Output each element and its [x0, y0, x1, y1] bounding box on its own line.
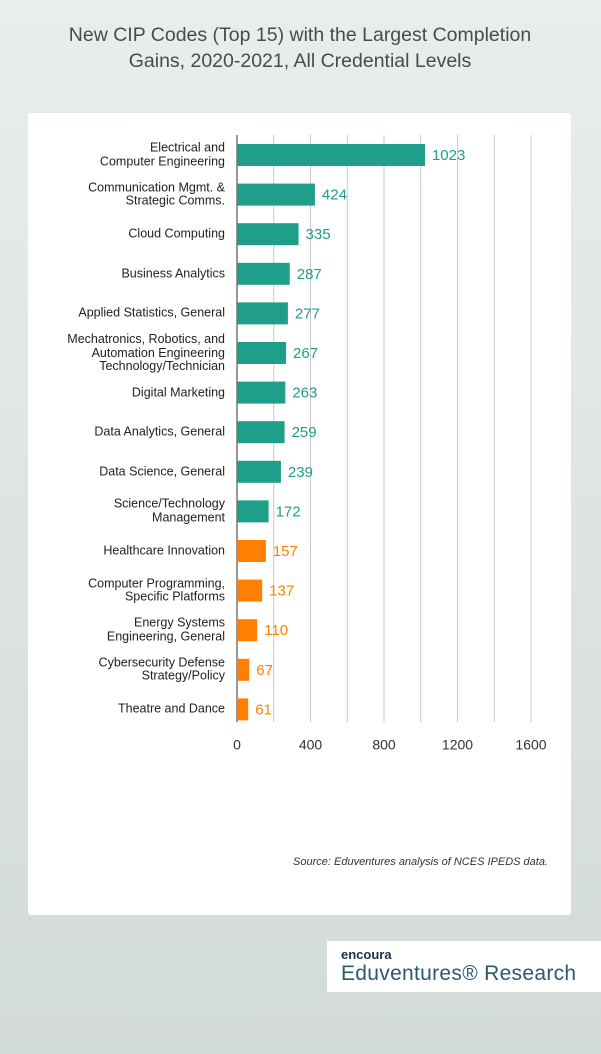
category-label: Cybersecurity Defense Strategy/Policy: [98, 655, 225, 683]
value-label: 335: [306, 226, 331, 243]
logo: encoura Eduventures® Research: [327, 941, 601, 992]
bar: [237, 460, 281, 483]
bar: [237, 342, 287, 364]
category-label: Energy Systems Engineering, General: [106, 615, 225, 644]
value-label: 277: [295, 305, 320, 322]
category-label: Applied Statistics, General: [78, 305, 225, 320]
bar: [237, 183, 315, 206]
x-tick-label: 400: [299, 737, 323, 753]
value-label: 267: [293, 345, 318, 362]
category-label: Theatre and Dance: [117, 701, 225, 716]
x-tick-label: 1200: [442, 737, 473, 753]
bar: [237, 698, 249, 721]
chart-title: New CIP Codes (Top 15) with the Largest …: [68, 24, 532, 72]
source-note: Source: Eduventures analysis of NCES IPE…: [293, 856, 548, 868]
value-label: 287: [297, 266, 322, 283]
value-label: 1023: [432, 147, 465, 164]
value-label: 157: [273, 543, 298, 560]
value-label: 239: [288, 464, 313, 481]
category-label: Mechatronics, Robotics, and Automation E…: [67, 331, 225, 373]
bar: [237, 421, 285, 444]
value-label: 263: [292, 385, 317, 402]
x-tick-label: 0: [233, 737, 241, 753]
category-label: Business Analytics: [121, 266, 225, 281]
category-label: Electrical and Computer Engineering: [99, 140, 225, 168]
value-label: 137: [269, 583, 294, 600]
value-label: 67: [256, 662, 273, 679]
chart-card: [28, 113, 571, 915]
bar: [237, 619, 258, 642]
x-tick-label: 800: [372, 737, 396, 753]
bar: [237, 658, 250, 681]
category-label: Computer Programming, Specific Platforms: [88, 576, 225, 604]
bar: [237, 579, 263, 602]
brand: encoura: [341, 947, 392, 962]
category-label: Digital Marketing: [131, 384, 225, 399]
category-label: Data Analytics, General: [94, 424, 225, 439]
category-label: Science/Technology Management: [113, 496, 225, 525]
bar: [237, 500, 269, 523]
category-label: Healthcare Innovation: [103, 543, 225, 558]
bar: [237, 302, 288, 325]
organization: Eduventures® Research: [341, 962, 577, 985]
value-label: 110: [264, 622, 288, 639]
bar: [237, 381, 286, 404]
bar: [237, 223, 299, 246]
x-tick-label: 1600: [515, 737, 546, 753]
bar: [237, 262, 290, 285]
value-label: 424: [322, 187, 347, 204]
value-label: 259: [292, 424, 317, 441]
value-label: 172: [276, 503, 301, 520]
bar: [237, 540, 266, 562]
category-label: Data Science, General: [99, 464, 225, 479]
category-label: Cloud Computing: [128, 226, 225, 241]
category-label: Communication Mgmt. & Strategic Comms.: [88, 180, 225, 208]
value-label: 61: [255, 701, 272, 718]
bar: [237, 144, 425, 166]
